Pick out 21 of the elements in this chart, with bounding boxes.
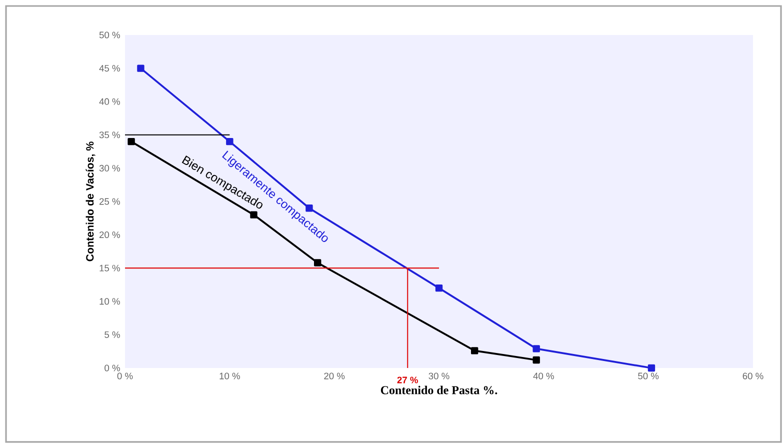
- y-tick-label: 50 %: [99, 32, 120, 38]
- y-tick-label: 45 %: [99, 65, 120, 72]
- x-tick-label: 40 %: [533, 372, 554, 380]
- x-tick-label: 60 %: [742, 372, 764, 380]
- y-axis-title: Contenido de Vacíos, %: [86, 142, 96, 262]
- x-tick-label: 20 %: [324, 372, 345, 380]
- annotation: 27 %: [397, 376, 418, 384]
- y-tick-label: 40 %: [99, 98, 120, 105]
- y-tick-label: 25 %: [99, 198, 120, 205]
- y-tick-label: 5 %: [104, 331, 120, 338]
- y-tick-label: 15 %: [100, 264, 120, 272]
- x-tick-label: 30 %: [428, 372, 450, 380]
- y-tick-label: 30 %: [99, 164, 120, 172]
- x-axis-title: Contenido de Pasta %.: [380, 386, 498, 394]
- x-tick-label: 0 %: [117, 372, 133, 380]
- y-tick-label: 10 %: [100, 298, 120, 305]
- y-tick-label: 0 %: [104, 364, 120, 372]
- y-tick-label: 35 %: [99, 132, 120, 138]
- x-tick-label: 10 %: [220, 372, 240, 380]
- y-tick-label: 20 %: [99, 231, 120, 238]
- x-tick-label: 50 %: [638, 372, 659, 380]
